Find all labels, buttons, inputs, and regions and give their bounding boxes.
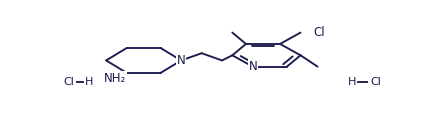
Text: H: H [348,77,356,87]
Text: Cl: Cl [63,77,74,87]
Text: N: N [177,54,186,67]
Text: NH₂: NH₂ [103,72,126,85]
Text: Cl: Cl [370,77,381,87]
Text: H: H [85,77,93,87]
Text: N: N [249,60,257,73]
Text: Cl: Cl [313,26,325,39]
